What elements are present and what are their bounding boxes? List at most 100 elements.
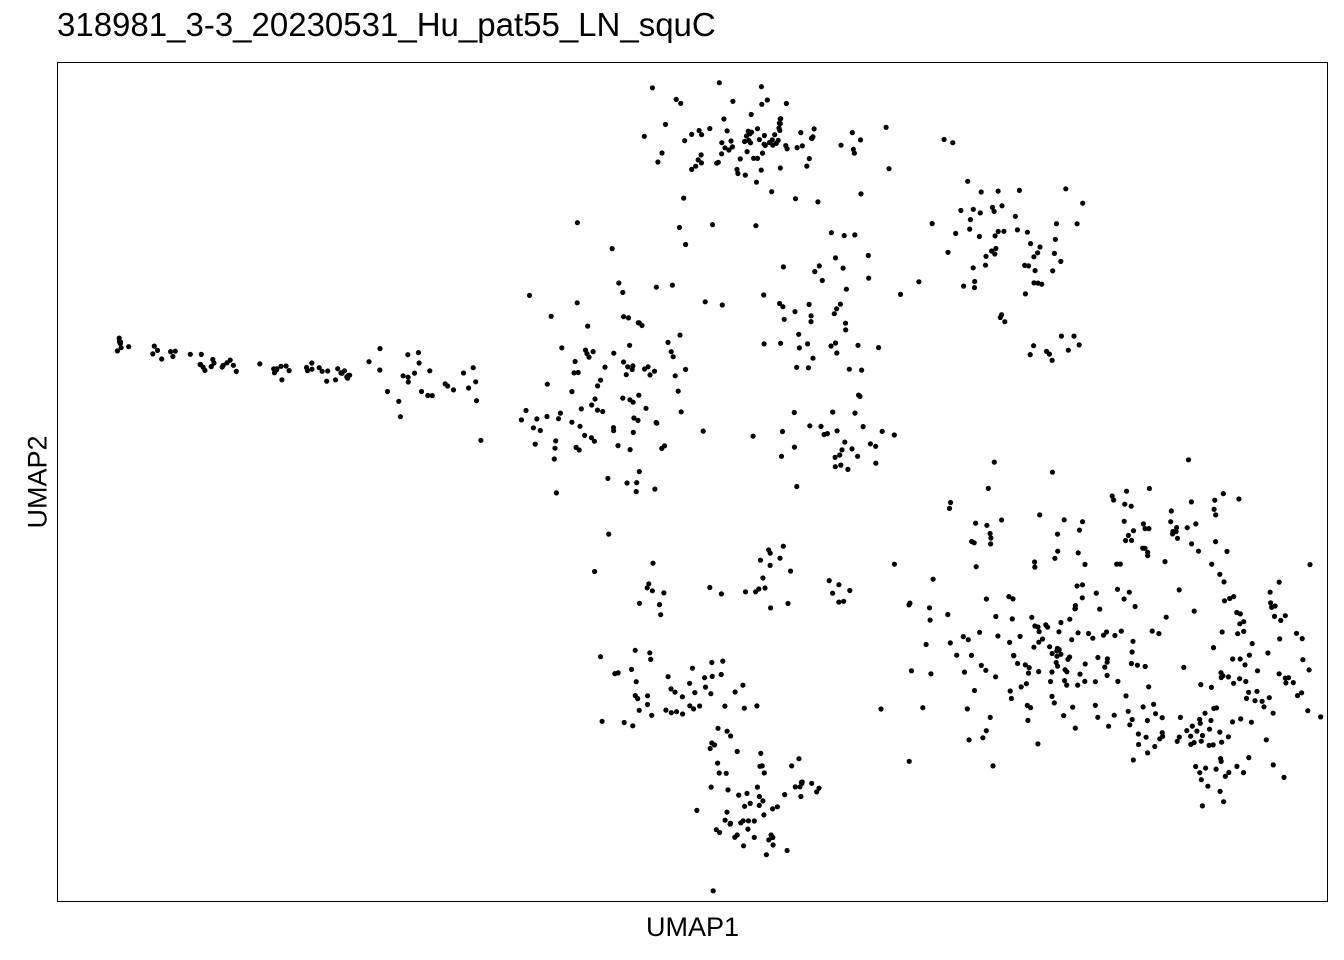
- scatter-point: [1217, 571, 1223, 577]
- scatter-point: [923, 641, 929, 648]
- scatter-point: [647, 372, 653, 378]
- scatter-point: [1283, 680, 1289, 686]
- scatter-point: [891, 561, 898, 567]
- scatter-point: [1270, 762, 1276, 768]
- scatter-point: [405, 379, 411, 385]
- scatter-point: [845, 466, 851, 472]
- scatter-point: [965, 178, 971, 184]
- scatter-point: [1058, 651, 1064, 657]
- scatter-point: [1109, 493, 1115, 499]
- scatter-point: [1075, 550, 1081, 556]
- scatter-point: [1065, 347, 1071, 353]
- scatter-point: [1035, 250, 1041, 256]
- scatter-point: [233, 368, 239, 374]
- scatter-point: [621, 359, 627, 365]
- scatter-point: [1006, 594, 1012, 600]
- scatter-point: [1261, 704, 1267, 710]
- scatter-point: [1024, 702, 1030, 709]
- scatter-point: [794, 364, 800, 370]
- scatter-point: [809, 780, 815, 786]
- scatter-point: [609, 246, 615, 252]
- scatter-point: [744, 790, 750, 797]
- scatter-point: [1049, 650, 1055, 657]
- scatter-point: [1266, 695, 1272, 701]
- scatter-point: [577, 423, 583, 429]
- scatter-point: [1243, 695, 1250, 702]
- scatter-point: [804, 163, 810, 169]
- scatter-point: [722, 817, 728, 823]
- scatter-point: [1145, 549, 1151, 556]
- scatter-point: [1015, 660, 1021, 667]
- scatter-point: [1022, 291, 1028, 297]
- scatter-point: [636, 707, 642, 713]
- scatter-point: [1031, 254, 1037, 260]
- scatter-point: [559, 345, 565, 351]
- scatter-point: [734, 832, 740, 838]
- scatter-point: [168, 349, 174, 355]
- scatter-point: [1028, 241, 1034, 247]
- scatter-point: [860, 424, 866, 430]
- scatter-point: [714, 160, 720, 166]
- scatter-point: [672, 373, 678, 379]
- scatter-point: [734, 166, 740, 173]
- scatter-point: [778, 453, 785, 459]
- scatter-point: [1032, 559, 1038, 565]
- scatter-point: [624, 480, 630, 486]
- scatter-point: [1134, 662, 1140, 668]
- scatter-point: [553, 438, 559, 444]
- scatter-point: [756, 137, 763, 143]
- scatter-point: [670, 354, 676, 360]
- scatter-point: [460, 370, 467, 376]
- scatter-point: [1237, 676, 1243, 682]
- scatter-point: [636, 469, 642, 475]
- scatter-point: [1054, 653, 1060, 659]
- scatter-point: [1281, 774, 1287, 781]
- scatter-point: [1163, 614, 1169, 620]
- scatter-point: [198, 351, 204, 357]
- scatter-point: [764, 97, 770, 103]
- scatter-point: [1076, 527, 1083, 533]
- scatter-point: [1213, 539, 1219, 545]
- scatter-point: [627, 447, 633, 453]
- scatter-point: [1174, 738, 1180, 744]
- scatter-point: [941, 136, 947, 143]
- scatter-point: [643, 405, 649, 411]
- scatter-point: [544, 381, 550, 387]
- scatter-point: [630, 723, 636, 729]
- scatter-point: [908, 668, 915, 674]
- scatter-point: [1072, 606, 1078, 612]
- scatter-point: [950, 140, 956, 146]
- scatter-point: [1242, 662, 1248, 668]
- points-layer: [114, 80, 1324, 894]
- scatter-point: [1225, 734, 1231, 740]
- scatter-point: [837, 301, 844, 307]
- scatter-point: [991, 208, 997, 214]
- scatter-point: [897, 291, 904, 297]
- scatter-point: [1168, 519, 1174, 525]
- scatter-point: [633, 679, 639, 685]
- scatter-point: [1051, 250, 1057, 256]
- scatter-point: [1071, 333, 1077, 339]
- scatter-point: [948, 499, 954, 506]
- scatter-point: [589, 402, 595, 408]
- scatter-point: [920, 705, 926, 711]
- scatter-point: [1008, 695, 1015, 702]
- scatter-point: [1278, 617, 1284, 624]
- scatter-point: [840, 265, 846, 271]
- scatter-point: [692, 690, 698, 696]
- scatter-point: [1024, 229, 1030, 235]
- scatter-point: [798, 793, 804, 800]
- scatter-point: [605, 475, 611, 481]
- scatter-point: [629, 366, 635, 373]
- scatter-point: [742, 172, 748, 178]
- scatter-point: [995, 188, 1001, 194]
- scatter-point: [341, 368, 348, 374]
- scatter-point: [1117, 561, 1123, 567]
- scatter-point: [1189, 541, 1195, 547]
- scatter-point: [1189, 723, 1195, 729]
- scatter-point: [754, 155, 761, 161]
- scatter-point: [756, 793, 763, 800]
- scatter-point: [1029, 614, 1035, 620]
- scatter-point: [1075, 630, 1081, 636]
- scatter-point: [553, 490, 559, 496]
